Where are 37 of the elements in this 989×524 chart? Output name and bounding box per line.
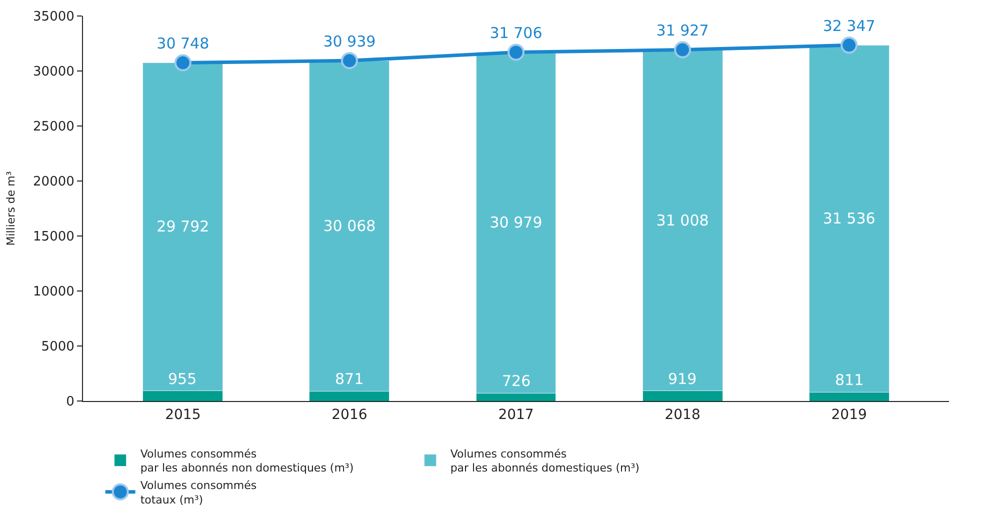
x-tick-label: 2017 <box>498 406 534 423</box>
y-tick-label: 0 <box>66 394 74 410</box>
data-label: 30 748 <box>156 34 210 53</box>
x-tick-label: 2019 <box>831 406 867 423</box>
y-axis-title: Milliers de m³ <box>4 171 18 246</box>
y-tick-label: 25000 <box>33 120 74 135</box>
y-tick-label: 10000 <box>33 284 74 300</box>
data-label: 30 939 <box>323 32 376 51</box>
data-label: 32 347 <box>822 17 876 36</box>
legend-label: Volumes consommés par les abonnés non domestiques (m³) <box>140 447 354 475</box>
data-label: 811 <box>835 371 864 389</box>
data-label: 31 008 <box>656 211 709 230</box>
data-label: 31 536 <box>822 210 876 228</box>
data-label: 31 706 <box>490 24 542 42</box>
data-label: 955 <box>168 370 197 388</box>
x-tick-label: 2016 <box>332 406 368 423</box>
point <box>340 52 358 70</box>
legend-label: Volumes consommés par les abonnés domestiques (m³) <box>450 447 640 475</box>
y-tick-label: 35000 <box>33 10 74 25</box>
point <box>674 41 692 58</box>
data-label: 30 068 <box>323 217 376 236</box>
y-tick-label: 20000 <box>33 174 74 190</box>
y-tick-label: 5000 <box>41 340 74 355</box>
legend-label: Volumes consommés totaux (m³) <box>140 479 257 506</box>
data-label: 29 792 <box>156 218 210 236</box>
data-label: 31 927 <box>656 22 709 40</box>
point <box>840 36 858 54</box>
data-label: 726 <box>502 372 531 390</box>
y-tick-label: 15000 <box>33 230 74 245</box>
x-tick-label: 2018 <box>664 406 700 423</box>
data-label: 871 <box>335 370 364 388</box>
data-label: 30 979 <box>490 214 542 232</box>
x-tick-label: 2015 <box>165 406 201 423</box>
data-label: 919 <box>668 370 697 388</box>
y-tick-label: 30000 <box>33 64 74 80</box>
point <box>174 54 192 72</box>
point <box>508 44 524 61</box>
